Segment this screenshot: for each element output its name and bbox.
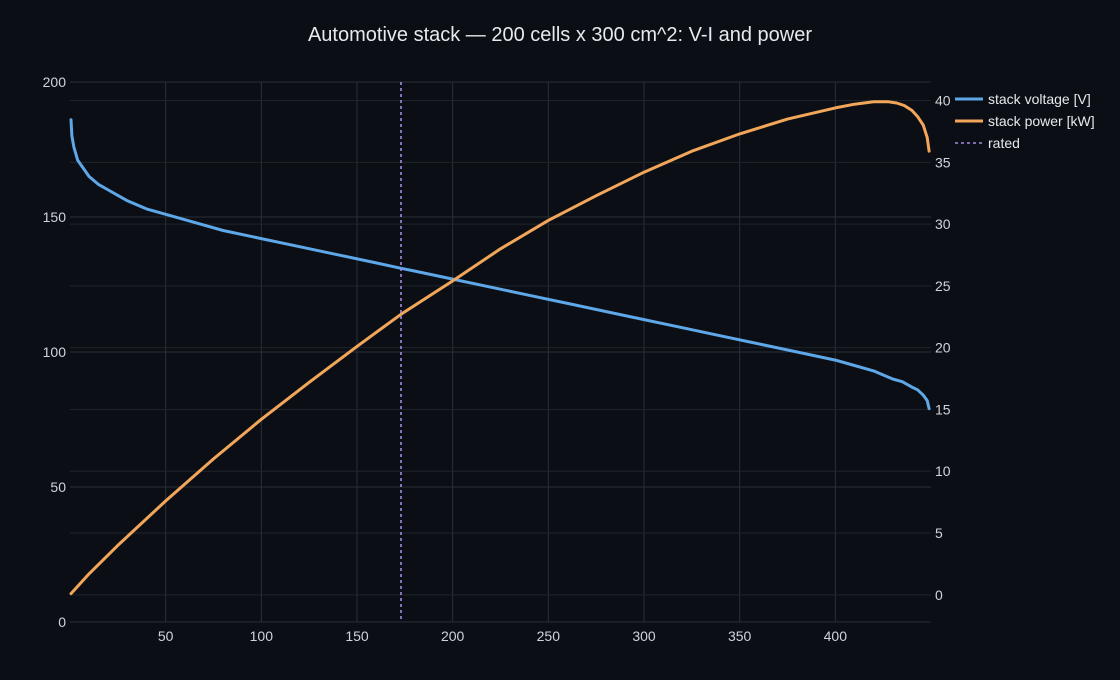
y2-tick-label: 5 (935, 525, 943, 541)
y-tick-label: 200 (43, 74, 67, 90)
legend-label-0: stack voltage [V] (988, 91, 1091, 107)
y-tick-label: 0 (58, 614, 66, 630)
x-tick-label: 300 (632, 628, 656, 644)
x-tick-label: 250 (537, 628, 561, 644)
series-line-0 (69, 118, 931, 411)
axes: 50 100 150 200 250 300 350 400 0 50 100 150 200 0 5 10 1… (43, 74, 951, 644)
legend-label-2: rated (988, 135, 1020, 151)
x-tick-label: 50 (158, 628, 174, 644)
series-layer (69, 82, 931, 622)
chart-title: Automotive stack — 200 cells x 300 cm^2:… (308, 24, 812, 46)
x-tick-label: 200 (441, 628, 465, 644)
y2-tick-label: 10 (935, 463, 951, 479)
series-line-1 (69, 100, 931, 596)
y2-tick-label: 35 (935, 154, 951, 170)
y-tick-label: 150 (43, 209, 67, 225)
y-tick-label: 100 (43, 344, 67, 360)
y2-tick-label: 20 (935, 340, 951, 356)
y2-tick-label: 0 (935, 587, 943, 603)
x-tick-label: 100 (250, 628, 274, 644)
y2-tick-label: 30 (935, 216, 951, 232)
x-tick-label: 400 (824, 628, 848, 644)
y2-tick-label: 15 (935, 401, 951, 417)
legend-label-1: stack power [kW] (988, 113, 1095, 129)
y2-tick-label: 40 (935, 93, 951, 109)
y-tick-label: 50 (50, 479, 66, 495)
x-tick-label: 350 (728, 628, 752, 644)
x-tick-label: 150 (345, 628, 369, 644)
legend[interactable]: stack voltage [V] stack power [kW] rated (955, 91, 1095, 151)
y2-tick-label: 25 (935, 278, 951, 294)
